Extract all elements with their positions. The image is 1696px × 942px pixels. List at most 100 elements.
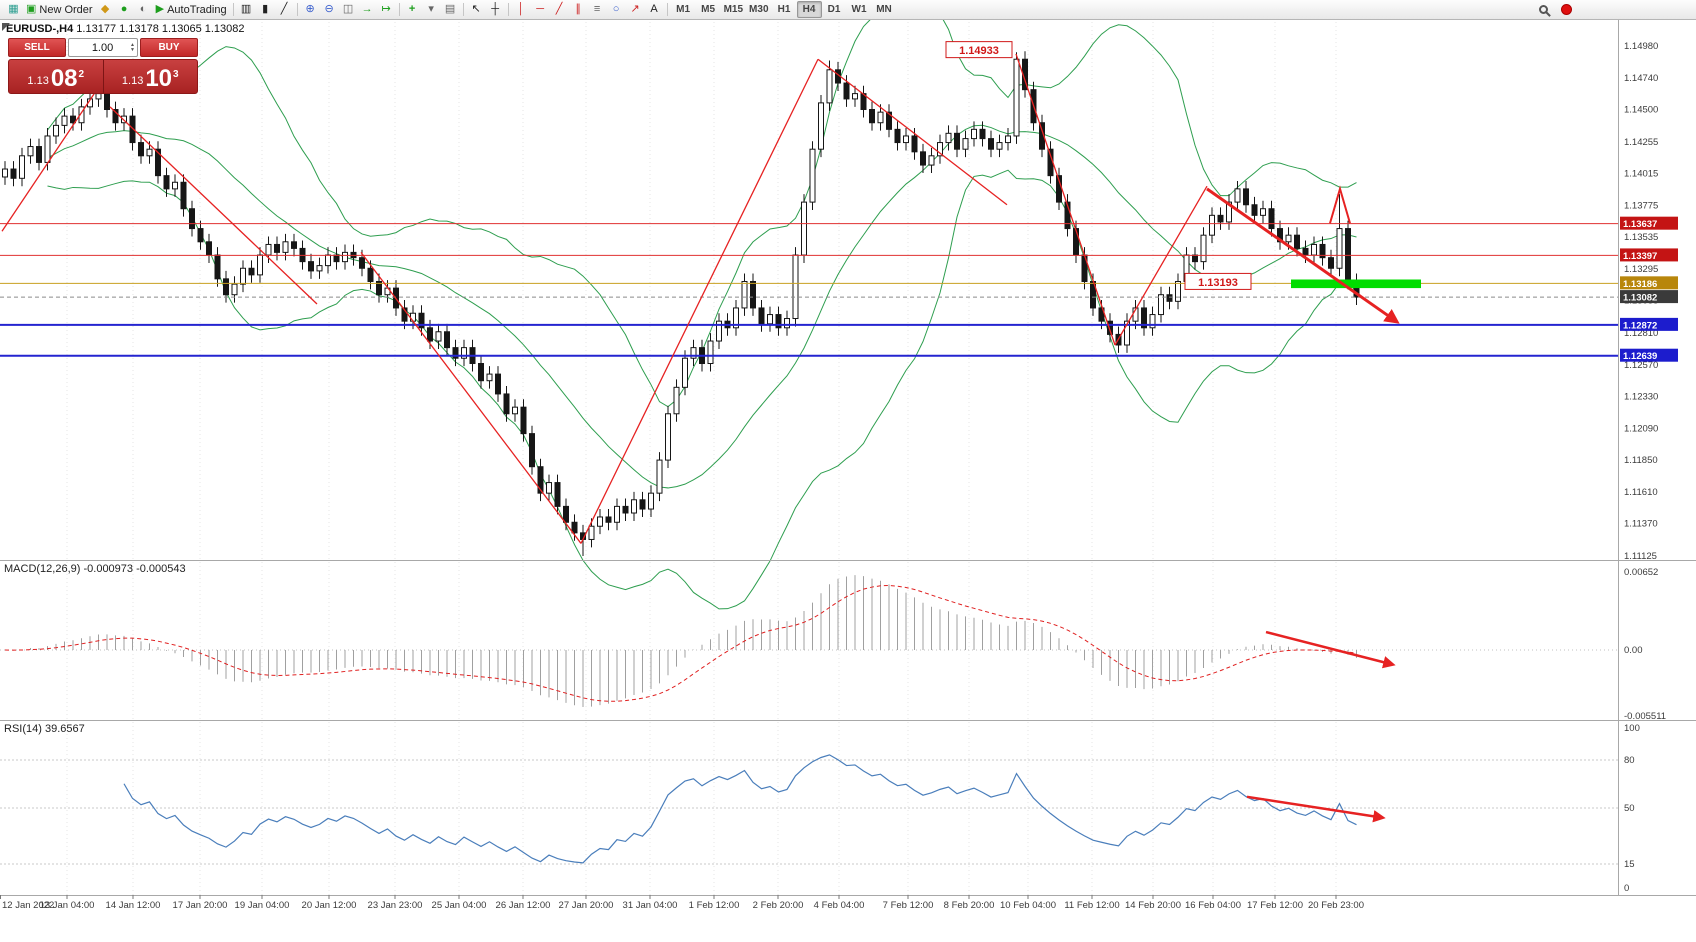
one-click-collapse-icon[interactable] (2, 23, 10, 31)
buy-price-display[interactable]: 1.13 10 3 (104, 60, 198, 93)
shapes-icon: ○ (612, 3, 620, 15)
channel-button[interactable]: ∥ (569, 1, 588, 18)
price-badge (1620, 348, 1678, 362)
expert-advisors-icon: ◆ (100, 3, 110, 15)
timeframe-mn-button[interactable]: MN (872, 1, 897, 18)
svg-text:26 Jan 12:00: 26 Jan 12:00 (496, 900, 551, 911)
svg-text:1.12810: 1.12810 (1624, 328, 1658, 339)
chart-shift-button[interactable]: ↦ (377, 1, 396, 18)
indicators-button[interactable]: + (403, 1, 422, 18)
tile-windows-button[interactable]: ◫ (339, 1, 358, 18)
candlestick-chart-button[interactable]: ▮ (256, 1, 275, 18)
history-center-button[interactable]: ◐ (134, 1, 153, 18)
one-click-trading-panel[interactable]: SELL 1.00 ▲ ▼ BUY 1.13 08 2 1.13 10 3 (8, 38, 198, 94)
svg-text:13 Jan 04:00: 13 Jan 04:00 (40, 900, 95, 911)
macd-values: -0.000973 -0.000543 (83, 563, 186, 575)
peak-mark (1329, 185, 1351, 224)
chart-annotations[interactable]: 1.14933 1.13193 (945, 41, 1421, 324)
volume-input[interactable]: 1.00 ▲ ▼ (68, 38, 138, 57)
auto-scroll-button[interactable]: → (358, 1, 377, 18)
timeframe-d1-button[interactable]: D1 (822, 1, 847, 18)
history-icon: ◐ (139, 3, 147, 15)
volume-spinner[interactable]: ▲ ▼ (130, 41, 135, 53)
svg-text:23 Jan 23:00: 23 Jan 23:00 (368, 900, 423, 911)
svg-text:19 Jan 04:00: 19 Jan 04:00 (235, 900, 290, 911)
horizontal-line-icon: ─ (536, 3, 544, 15)
price-badge (1620, 216, 1678, 230)
volume-value[interactable]: 1.00 (91, 41, 114, 54)
volume-up-icon[interactable]: ▲ (130, 41, 135, 48)
chart-window-button[interactable]: ▦ (4, 1, 23, 18)
svg-text:7 Feb 12:00: 7 Feb 12:00 (883, 900, 934, 911)
sell-button[interactable]: SELL (8, 38, 66, 57)
volume-down-icon[interactable]: ▼ (130, 46, 135, 53)
timeframe-w1-button[interactable]: W1 (847, 1, 872, 18)
macd-arrow (1265, 630, 1396, 669)
price-axis[interactable]: 1.14980 1.14740 1.14500 1.14255 1.14015 1.137… (1620, 41, 1678, 562)
timeframe-h4-button[interactable]: H4 (796, 1, 822, 18)
bar-chart-button[interactable]: ▥ (237, 1, 256, 18)
sell-price-prefix: 1.13 (27, 75, 49, 87)
zoom-in-button[interactable]: ⊕ (301, 1, 320, 18)
sell-price-display[interactable]: 1.13 08 2 (9, 60, 103, 93)
arrows-tool-button[interactable]: ↗ (626, 1, 645, 18)
shapes-button[interactable]: ○ (607, 1, 626, 18)
svg-text:0.00: 0.00 (1624, 645, 1643, 656)
macd-panel: 0.00652 0.00 -0.005511 (0, 567, 1666, 722)
notification-icon[interactable] (1561, 4, 1572, 15)
periods-button[interactable]: ▾ (422, 1, 441, 18)
autotrading-button[interactable]: ▶ AutoTrading (153, 1, 230, 18)
timeframe-m30-button[interactable]: M30 (746, 1, 771, 18)
line-chart-button[interactable]: ╱ (275, 1, 294, 18)
svg-text:2 Feb 20:00: 2 Feb 20:00 (753, 900, 804, 911)
timeframe-m5-button[interactable]: M5 (696, 1, 721, 18)
tile-windows-icon: ◫ (342, 3, 354, 15)
scripts-button[interactable]: ● (115, 1, 134, 18)
new-order-button[interactable]: ▣ New Order (23, 1, 96, 18)
timeframe-m1-button[interactable]: M1 (671, 1, 696, 18)
text-tool-button[interactable]: A (645, 1, 664, 18)
svg-text:1.12090: 1.12090 (1624, 423, 1658, 434)
trendline-icon: ╱ (555, 3, 563, 15)
periods-icon: ▾ (428, 3, 434, 15)
buy-button[interactable]: BUY (140, 38, 198, 57)
svg-text:27 Jan 20:00: 27 Jan 20:00 (559, 900, 614, 911)
autotrading-label: AutoTrading (167, 3, 227, 16)
svg-text:16 Feb 04:00: 16 Feb 04:00 (1185, 900, 1241, 911)
text-tool-icon: A (650, 3, 658, 15)
crosshair-button[interactable]: ┼ (486, 1, 505, 18)
price-badge (1620, 290, 1678, 304)
svg-text:1.12570: 1.12570 (1624, 360, 1658, 371)
timeframe-m15-button[interactable]: M15 (721, 1, 746, 18)
vertical-line-button[interactable]: │ (512, 1, 531, 18)
zoom-out-icon: ⊖ (324, 3, 334, 15)
timeframe-h1-button[interactable]: H1 (772, 1, 797, 18)
zoom-in-icon: ⊕ (305, 3, 315, 15)
new-order-icon: ▣ (26, 3, 37, 15)
autotrading-play-icon: ▶ (155, 3, 165, 15)
svg-text:1.12872: 1.12872 (1623, 320, 1657, 331)
horizontal-line-button[interactable]: ─ (531, 1, 550, 18)
toolbar-separator (398, 3, 400, 16)
toolbar-separator (296, 3, 298, 16)
buy-price-prefix: 1.13 (121, 75, 144, 87)
panel-frame (0, 20, 1696, 896)
svg-text:1.13082: 1.13082 (1623, 293, 1657, 304)
expert-advisors-button[interactable]: ◆ (96, 1, 115, 18)
zoom-out-button[interactable]: ⊖ (320, 1, 339, 18)
svg-text:0.00652: 0.00652 (1624, 567, 1658, 578)
cursor-button[interactable]: ↖ (467, 1, 486, 18)
price-badge (1620, 248, 1678, 262)
templates-button[interactable]: ▤ (441, 1, 460, 18)
svg-text:100: 100 (1624, 723, 1640, 734)
toolbar-separator (666, 3, 668, 16)
search-button[interactable] (1534, 1, 1553, 18)
trendline-button[interactable]: ╱ (550, 1, 569, 18)
chart-window-icon: ▦ (8, 3, 19, 15)
fibonacci-button[interactable]: ≡ (588, 1, 607, 18)
trend-lines[interactable] (1, 53, 1208, 544)
new-order-label: New Order (39, 3, 93, 16)
